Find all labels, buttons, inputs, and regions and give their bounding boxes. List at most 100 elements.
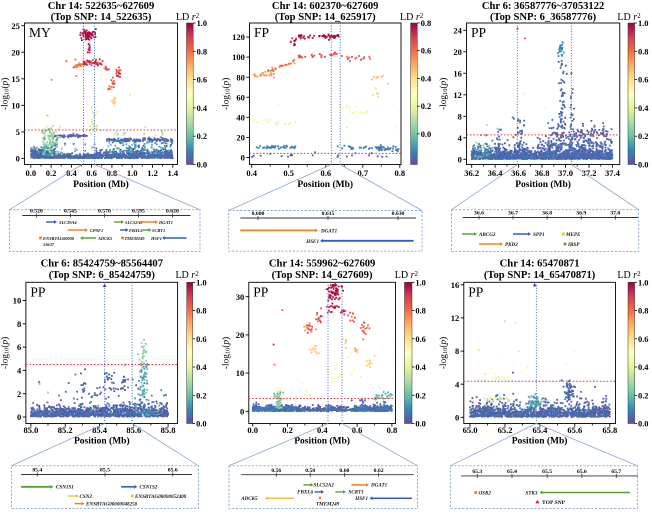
svg-text:0.620: 0.620: [166, 209, 179, 215]
svg-text:0.62: 0.62: [374, 468, 384, 474]
svg-text:-log10(p): -log10(p): [0, 337, 11, 369]
svg-text:LD r2: LD r2: [400, 12, 424, 23]
svg-text:0.4: 0.4: [196, 363, 207, 372]
svg-text:MY: MY: [29, 25, 51, 40]
svg-text:-log10(p): -log10(p): [221, 78, 232, 110]
svg-text:65.6: 65.6: [577, 469, 587, 475]
svg-text:1.4: 1.4: [167, 168, 178, 178]
svg-text:Position (Mb): Position (Mb): [512, 436, 568, 447]
svg-text:SPP1: SPP1: [533, 232, 545, 238]
svg-text:-log10(p): -log10(p): [0, 78, 11, 110]
svg-text:0.6: 0.6: [196, 335, 206, 344]
svg-text:20: 20: [11, 47, 20, 57]
svg-text:1.2: 1.2: [147, 168, 158, 178]
svg-text:65.0: 65.0: [463, 425, 478, 435]
svg-text:-log10(p): -log10(p): [221, 337, 232, 369]
svg-text:PKD2: PKD2: [505, 242, 518, 248]
svg-text:85.0: 85.0: [23, 425, 38, 435]
svg-text:Position (Mb): Position (Mb): [74, 436, 130, 447]
svg-text:8: 8: [455, 346, 459, 356]
svg-text:0.2: 0.2: [638, 391, 648, 400]
svg-text:10: 10: [11, 100, 20, 110]
svg-text:0.570: 0.570: [98, 209, 111, 215]
svg-text:0.595: 0.595: [132, 209, 145, 215]
svg-text:Chr 14: 602370~627609: Chr 14: 602370~627609: [272, 1, 379, 12]
svg-text:1.0: 1.0: [127, 168, 138, 178]
svg-text:Position (Mb): Position (Mb): [294, 436, 350, 447]
svg-text:FBXL6: FBXL6: [297, 490, 313, 496]
svg-text:80: 80: [236, 72, 245, 82]
svg-text:TMEM249: TMEM249: [316, 502, 340, 508]
svg-text:65.6: 65.6: [567, 425, 582, 435]
svg-text:Position (Mb): Position (Mb): [515, 179, 571, 190]
svg-text:85.6: 85.6: [126, 425, 141, 435]
svg-text:40: 40: [236, 112, 245, 122]
svg-text:0.4: 0.4: [638, 104, 649, 113]
svg-text:LD r2: LD r2: [176, 12, 200, 23]
svg-text:0.2: 0.2: [196, 391, 206, 400]
svg-text:36.7: 36.7: [508, 211, 518, 217]
svg-text:0.0: 0.0: [197, 161, 207, 170]
svg-text:120: 120: [232, 32, 245, 42]
svg-text:2: 2: [17, 389, 21, 399]
svg-text:0.8: 0.8: [197, 47, 207, 56]
svg-text:85.4: 85.4: [92, 425, 108, 435]
svg-text:10: 10: [236, 368, 245, 378]
svg-text:0.6: 0.6: [352, 425, 363, 435]
svg-text:37.4: 37.4: [605, 168, 621, 178]
svg-text:(Top SNP: 14_522635): (Top SNP: 14_522635): [51, 12, 152, 23]
svg-text:(Top SNP: 14_627609): (Top SNP: 14_627609): [272, 270, 373, 281]
svg-text:0.0: 0.0: [247, 425, 258, 435]
svg-text:SLC39A4: SLC39A4: [59, 220, 77, 225]
svg-text:0.6: 0.6: [197, 76, 207, 85]
svg-text:65.4: 65.4: [532, 425, 548, 435]
svg-text:0.2: 0.2: [638, 132, 648, 141]
svg-text:85.4: 85.4: [32, 468, 42, 474]
svg-text:MEPE: MEPE: [565, 232, 581, 238]
svg-text:0.4: 0.4: [66, 168, 77, 178]
svg-text:0.4: 0.4: [197, 104, 208, 113]
svg-text:(Top SNP: 6_85424759): (Top SNP: 6_85424759): [49, 270, 156, 281]
svg-text:PP: PP: [253, 284, 268, 299]
svg-text:36.8: 36.8: [542, 211, 552, 217]
svg-text:0.0: 0.0: [638, 420, 648, 429]
svg-text:0: 0: [240, 406, 244, 416]
svg-text:0.58: 0.58: [305, 468, 315, 474]
svg-text:36.9: 36.9: [576, 211, 586, 217]
svg-text:25: 25: [11, 21, 20, 31]
svg-text:LD r2: LD r2: [617, 270, 641, 281]
svg-text:4: 4: [17, 366, 22, 376]
svg-text:30: 30: [236, 292, 245, 302]
svg-text:0.615: 0.615: [322, 211, 335, 217]
svg-text:0.545: 0.545: [64, 209, 77, 215]
svg-text:0.56: 0.56: [271, 468, 281, 474]
svg-text:65.4: 65.4: [507, 469, 517, 475]
svg-text:CPSF1: CPSF1: [90, 228, 103, 233]
svg-text:85.6: 85.6: [168, 468, 178, 474]
svg-text:0.2: 0.2: [197, 132, 207, 141]
svg-text:8: 8: [458, 111, 462, 121]
svg-text:37.0: 37.0: [610, 211, 620, 217]
svg-text:85.5: 85.5: [100, 468, 110, 474]
svg-text:0: 0: [458, 154, 462, 164]
svg-text:0.60: 0.60: [339, 468, 349, 474]
svg-text:ADCK5: ADCK5: [240, 496, 258, 502]
svg-text:0.4: 0.4: [638, 363, 649, 372]
svg-text:(Top SNP: 14_625917): (Top SNP: 14_625917): [275, 12, 376, 23]
svg-text:16: 16: [453, 68, 462, 78]
svg-text:0.0: 0.0: [25, 168, 36, 178]
svg-text:0.4: 0.4: [415, 363, 426, 372]
svg-text:TMEM249: TMEM249: [125, 236, 146, 241]
svg-text:20: 20: [236, 330, 245, 340]
svg-text:0.6: 0.6: [415, 335, 425, 344]
svg-text:15: 15: [11, 74, 20, 84]
svg-text:SLC52A2: SLC52A2: [125, 220, 143, 225]
svg-text:0.6: 0.6: [638, 76, 648, 85]
svg-text:0.8: 0.8: [196, 307, 206, 316]
svg-text:0.6: 0.6: [320, 168, 331, 178]
svg-text:0.2: 0.2: [421, 102, 431, 111]
svg-text:0.8: 0.8: [387, 425, 398, 435]
svg-text:LD r2: LD r2: [617, 12, 641, 23]
svg-text:16: 16: [451, 280, 460, 290]
svg-text:DGAT1: DGAT1: [320, 229, 338, 235]
